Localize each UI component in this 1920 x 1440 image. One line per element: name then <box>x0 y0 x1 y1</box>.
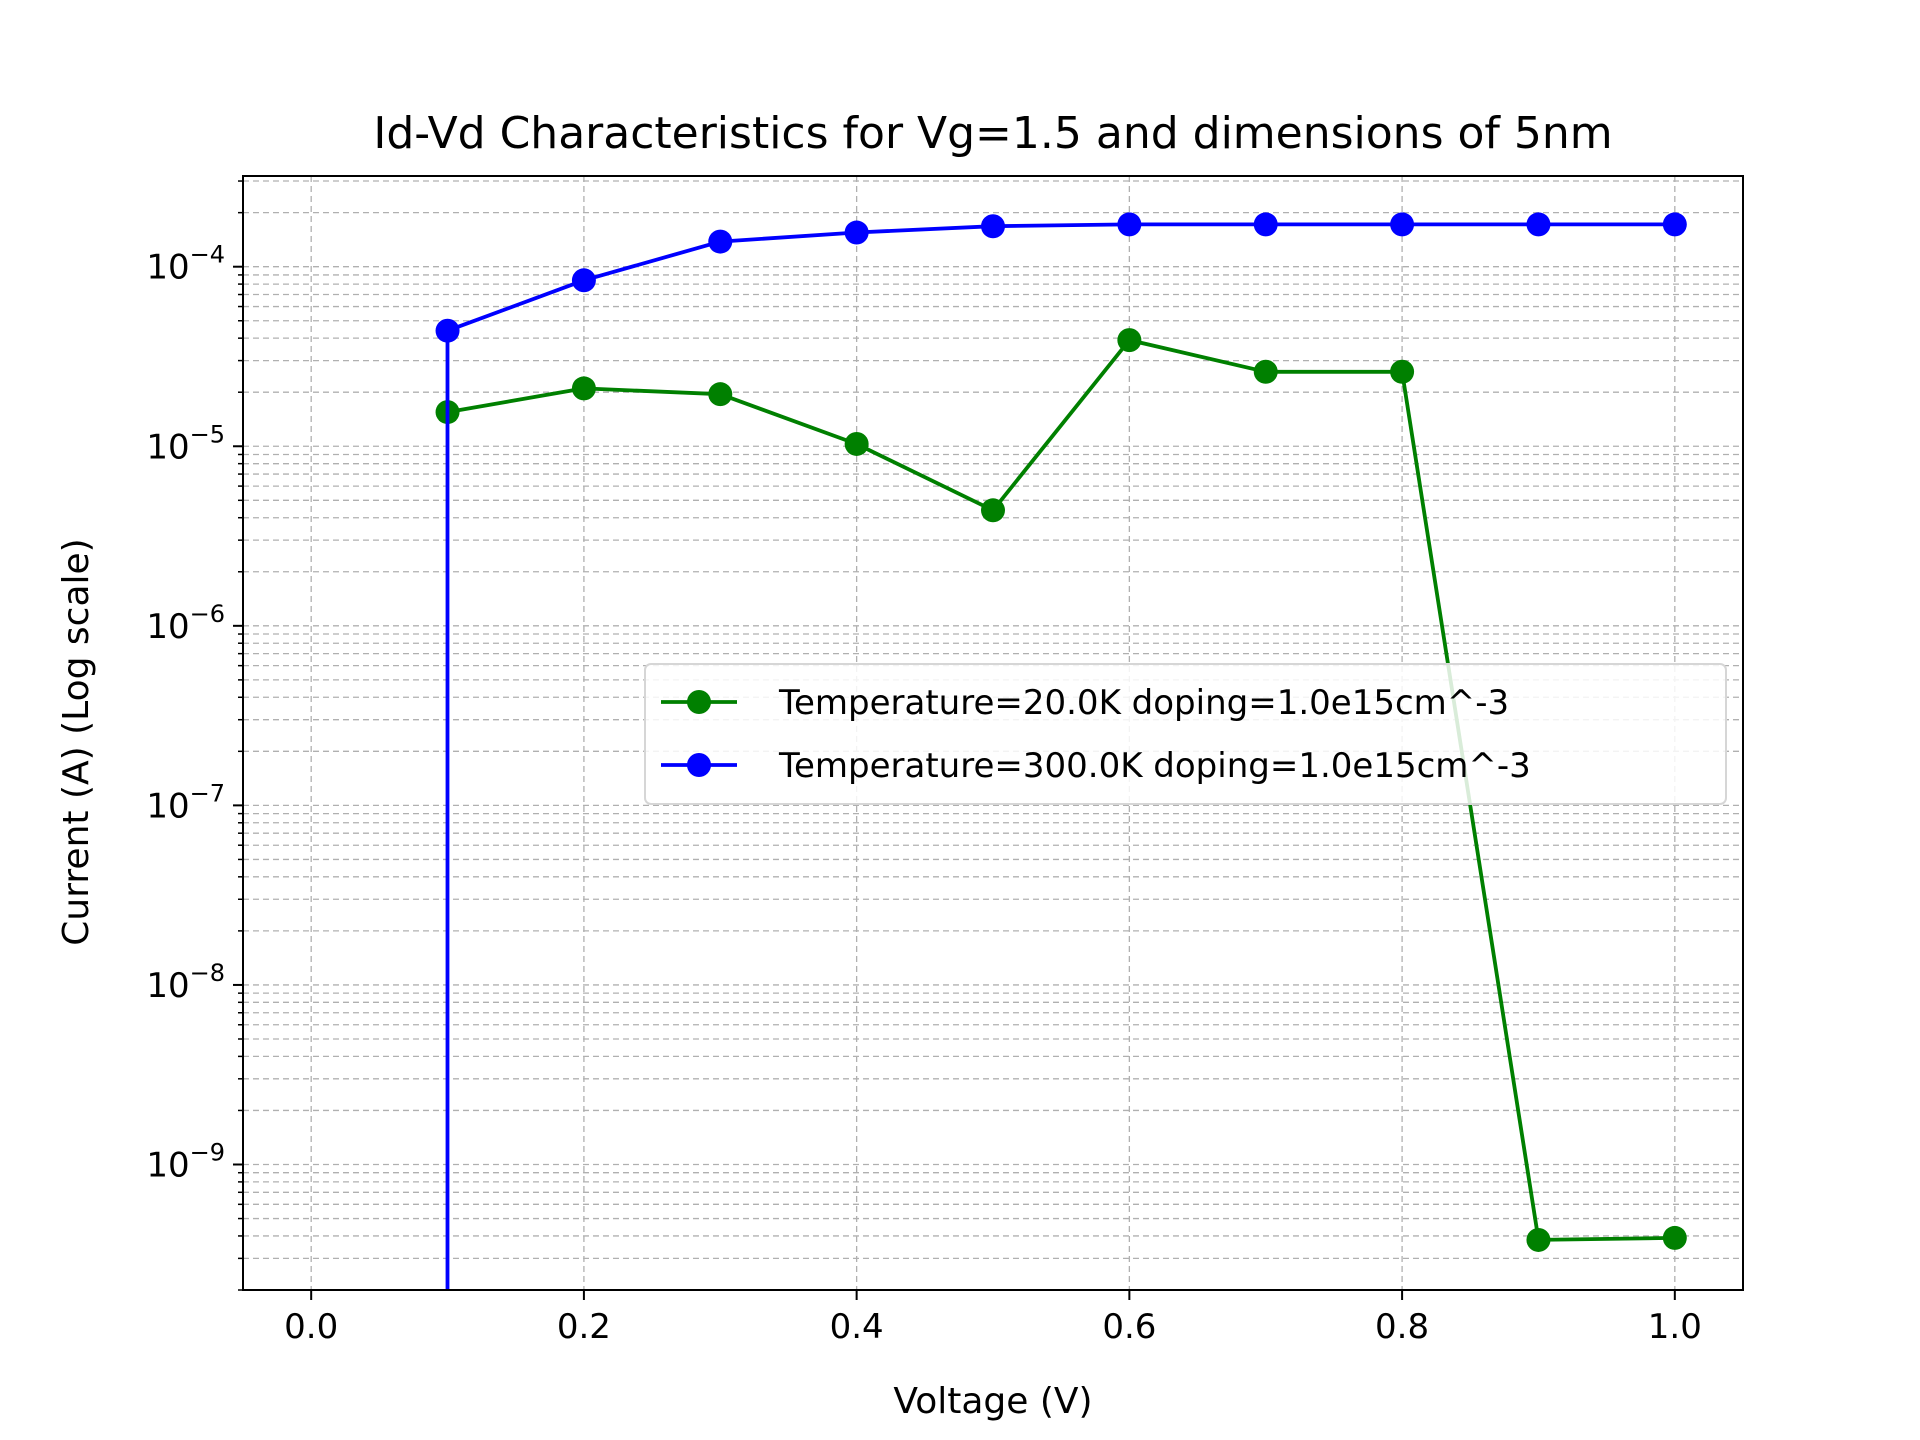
data-point <box>1117 212 1142 237</box>
data-point <box>981 214 1005 239</box>
data-point <box>708 229 733 254</box>
x-tick-label: 0.6 <box>1102 1307 1156 1347</box>
x-tick-label: 0.8 <box>1375 1307 1429 1347</box>
data-point <box>1253 212 1278 237</box>
legend-label: Temperature=20.0K doping=1.0e15cm^-3 <box>778 683 1509 723</box>
y-tick-label: 10−8 <box>146 959 225 1006</box>
data-point <box>708 382 733 407</box>
data-point <box>981 498 1005 523</box>
y-tick-label: 10−9 <box>146 1138 225 1185</box>
series-line <box>447 338 1675 1242</box>
series-2 <box>435 212 1687 1290</box>
data-point <box>571 376 596 401</box>
x-tick-label: 0.0 <box>284 1307 338 1347</box>
y-axis: 10−4 10−5 10−6 10−7 10−8 10−9 <box>146 180 243 1291</box>
legend-item: Temperature=20.0K doping=1.0e15cm^-3 <box>661 683 1509 723</box>
chart-title: Id-Vd Characteristics for Vg=1.5 and dim… <box>373 108 1612 159</box>
data-point <box>1526 212 1551 237</box>
y-axis-label: Current (A) (Log scale) <box>56 538 97 945</box>
plot-series <box>435 212 1687 1290</box>
x-axis: 0.0 0.2 0.4 0.6 0.8 1.0 <box>284 1290 1702 1347</box>
plot-frame <box>242 175 1744 1291</box>
data-point <box>571 268 596 293</box>
data-point <box>844 431 869 456</box>
y-tick-label: 10−4 <box>146 241 225 288</box>
y-tick-label: 10−7 <box>146 779 225 826</box>
data-point <box>1526 1227 1551 1252</box>
x-axis-label: Voltage (V) <box>893 1381 1092 1422</box>
x-tick-label: 1.0 <box>1648 1307 1702 1347</box>
data-point <box>1390 212 1415 237</box>
x-tick-label: 0.4 <box>830 1307 884 1347</box>
data-point <box>1662 212 1687 237</box>
y-tick-label: 10−6 <box>146 600 225 647</box>
y-tick-label: 10−5 <box>146 420 225 467</box>
legend-label: Temperature=300.0K doping=1.0e15cm^-3 <box>778 746 1531 786</box>
legend-marker <box>687 690 711 714</box>
legend-box <box>644 663 1727 805</box>
data-point <box>1117 328 1142 353</box>
data-point <box>1662 1225 1687 1250</box>
data-point <box>844 220 869 245</box>
data-point <box>1390 359 1415 384</box>
data-point <box>1253 359 1278 384</box>
series-1 <box>435 328 1687 1252</box>
legend-marker <box>687 753 711 777</box>
legend-item: Temperature=300.0K doping=1.0e15cm^-3 <box>661 746 1531 786</box>
x-tick-label: 0.2 <box>557 1307 611 1347</box>
legend: Temperature=20.0K doping=1.0e15cm^-3 Temp… <box>644 663 1727 805</box>
data-point <box>435 318 460 343</box>
